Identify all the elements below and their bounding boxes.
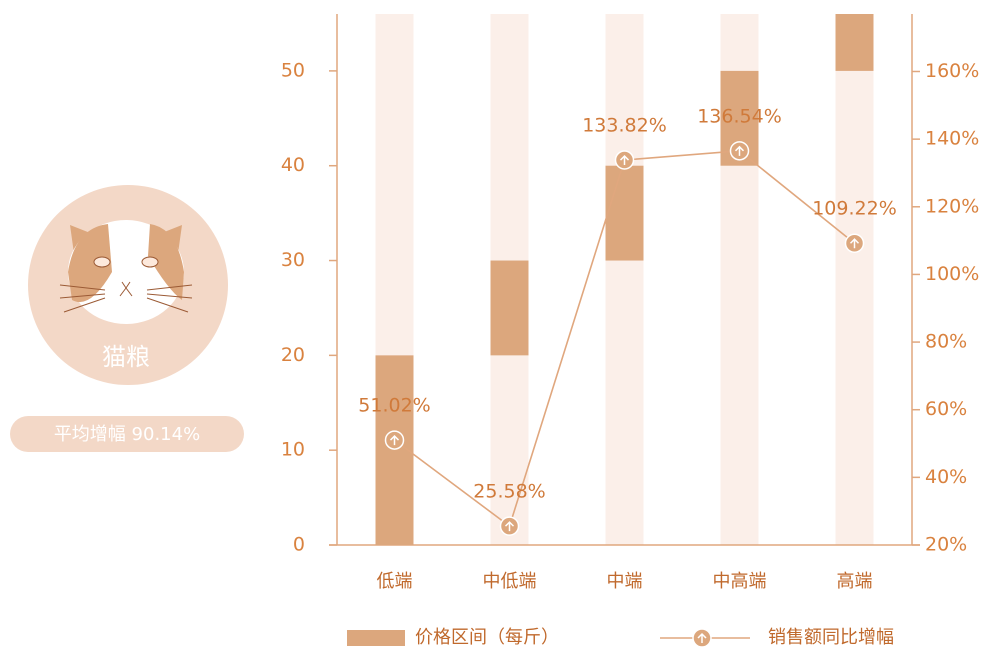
y2-tick-label: 140% bbox=[925, 128, 979, 150]
background-bar bbox=[835, 14, 874, 545]
legend-swatch bbox=[347, 630, 405, 646]
marker-arrow bbox=[619, 154, 630, 166]
sidebar-badge: 平均增幅 90.14% bbox=[54, 424, 200, 445]
marker-arrow bbox=[734, 145, 745, 156]
x-tick-label: 低端 bbox=[377, 571, 413, 592]
data-label: 133.82% bbox=[582, 115, 667, 137]
sidebar-label: 猫粮 bbox=[102, 343, 150, 371]
y2-tick-label: 160% bbox=[925, 60, 979, 82]
x-tick-label: 中端 bbox=[607, 571, 643, 592]
data-label: 109.22% bbox=[812, 198, 897, 220]
marker-arrow bbox=[389, 435, 400, 446]
data-label: 25.58% bbox=[473, 481, 545, 503]
marker-arrow bbox=[504, 521, 515, 532]
y-tick-label: 40 bbox=[281, 154, 305, 176]
range-bar bbox=[490, 260, 529, 356]
y-tick-label: 10 bbox=[281, 439, 305, 461]
badge-bg bbox=[10, 416, 244, 452]
y2-tick-label: 40% bbox=[925, 466, 967, 488]
legend-label: 销售额同比增幅 bbox=[768, 627, 894, 648]
x-tick-label: 中高端 bbox=[713, 571, 767, 592]
marker-arrow bbox=[849, 238, 860, 249]
data-label: 136.54% bbox=[697, 105, 782, 127]
background-bar bbox=[605, 14, 644, 545]
y2-tick-label: 80% bbox=[925, 331, 967, 353]
y-tick-label: 50 bbox=[281, 59, 305, 81]
y2-tick-label: 60% bbox=[925, 398, 967, 420]
cat-icon bbox=[28, 185, 228, 385]
range-bar bbox=[605, 165, 644, 261]
data-label: 51.02% bbox=[358, 395, 430, 417]
range-bar bbox=[835, 14, 874, 71]
y2-tick-label: 120% bbox=[925, 195, 979, 217]
y-tick-label: 20 bbox=[281, 344, 305, 366]
y2-tick-label: 100% bbox=[925, 263, 979, 285]
y-tick-label: 0 bbox=[293, 534, 305, 556]
y2-tick-label: 20% bbox=[925, 534, 967, 556]
x-tick-label: 中低端 bbox=[483, 571, 537, 592]
x-tick-label: 高端 bbox=[837, 571, 873, 592]
y-tick-label: 30 bbox=[281, 249, 305, 271]
legend-label: 价格区间（每斤） bbox=[415, 627, 559, 648]
legend-arrow bbox=[697, 632, 707, 643]
